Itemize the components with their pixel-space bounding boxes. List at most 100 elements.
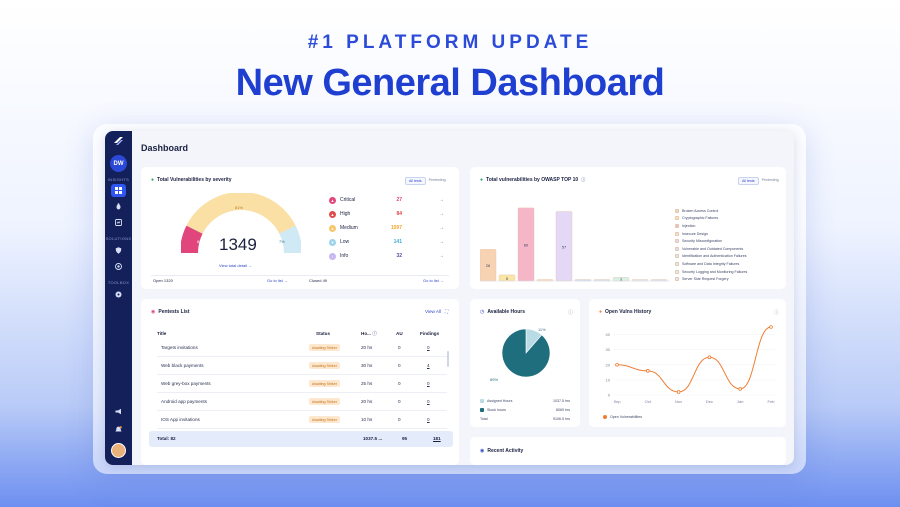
sort-icon[interactable]: ⓘ	[372, 331, 377, 336]
toggle-pentesting[interactable]: Pentesting	[428, 178, 446, 182]
sidebar-section-insights: INSIGHTS	[107, 177, 130, 182]
owasp-bar-label: 60	[524, 242, 529, 247]
cell-findings[interactable]: 0	[427, 417, 430, 422]
table-row[interactable]: Web black payments Awaiting Striker 30 hs 0…	[157, 357, 447, 375]
owasp-legend-item[interactable]: Server Side Request Forgery	[675, 275, 747, 283]
arrow-right-icon: →	[439, 197, 444, 203]
table-row[interactable]: IOS App invitations Awaiting Striker 10 hs…	[157, 411, 447, 429]
scrollbar[interactable]	[447, 351, 449, 367]
vulns-history-title-text: Open Vulns History	[605, 309, 652, 315]
owasp-legend-item[interactable]: Injection	[675, 222, 747, 230]
page-title: Dashboard	[141, 143, 189, 153]
owasp-legend-item[interactable]: Cryptographic Failures	[675, 215, 747, 223]
sidebar-item-dashboard[interactable]	[111, 184, 126, 197]
severity-value: 1097	[390, 225, 402, 231]
pie-slice[interactable]	[501, 328, 551, 378]
sidebar-item-announcements[interactable]	[111, 405, 126, 418]
low-icon: ▼	[329, 238, 336, 246]
cell-findings[interactable]: 4	[427, 363, 430, 368]
owasp-bar-chart: 26 5 60 57 3	[480, 207, 670, 282]
closed-go-to-list-link[interactable]: Go to list →	[423, 278, 444, 283]
toggle-pentesting[interactable]: Pentesting	[761, 178, 779, 182]
view-all-label[interactable]: View All	[425, 309, 442, 314]
cell-findings[interactable]: 0	[427, 381, 430, 386]
severity-row-critical[interactable]: ▲ Critical 27 →	[329, 195, 444, 205]
toggle-all-tests[interactable]: All tests	[405, 177, 426, 185]
info-icon: i	[329, 252, 336, 260]
severity-card: ● Total Vulnerabilities by severity All …	[141, 167, 459, 289]
severity-row-low[interactable]: ▼ Low 141 →	[329, 237, 444, 247]
open-go-to-list-link[interactable]: Go to list →	[267, 278, 288, 283]
owasp-legend-item[interactable]: Insecure Design	[675, 230, 747, 238]
severity-name: Low	[340, 239, 350, 245]
table-row[interactable]: Web grey-box payments Awaiting Striker 25 …	[157, 375, 447, 393]
total-label: Total: 82	[157, 436, 176, 441]
bell-icon	[115, 426, 122, 432]
swatch	[675, 239, 679, 244]
data-point[interactable]	[676, 390, 681, 394]
view-all-link[interactable]: View All ⛶	[425, 309, 448, 314]
data-point[interactable]	[769, 325, 773, 329]
owasp-legend-item[interactable]: Vulnerable and Outdated Components	[675, 245, 747, 253]
info-icon[interactable]: ⓘ	[774, 310, 780, 316]
hero-kicker: #1 PLATFORM UPDATE	[307, 32, 593, 53]
cell-findings[interactable]: 0	[427, 345, 430, 350]
cell-findings[interactable]: 0	[427, 399, 430, 404]
recent-activity-card: ◉ Recent Activity	[470, 437, 786, 465]
data-point[interactable]	[738, 387, 743, 391]
data-point[interactable]	[615, 362, 619, 367]
legend-label: Security Misconfiguration	[682, 239, 723, 244]
legend-label: Software and Data Integrity Failures	[682, 261, 740, 266]
cell-au: 0	[398, 363, 401, 368]
series-line	[616, 326, 772, 393]
sidebar-item-security[interactable]	[111, 244, 126, 257]
pentests-title-text: Pentests List	[158, 309, 190, 315]
info-icon[interactable]: ⓘ	[581, 177, 586, 182]
sidebar-item-tools[interactable]	[111, 288, 126, 301]
legend-label: Identification and Authentication Failur…	[682, 254, 747, 259]
table-row[interactable]: Targets invitations Awaiting Striker 20 hs…	[157, 339, 447, 357]
col-title: Title	[157, 331, 167, 336]
expand-icon[interactable]: ⛶	[445, 309, 449, 314]
cell-hours: 10 hs	[361, 417, 373, 422]
severity-row-medium[interactable]: ● Medium 1097 →	[329, 223, 444, 233]
data-point[interactable]	[645, 369, 650, 373]
cell-status: Awaiting Striker	[309, 344, 340, 351]
severity-row-info[interactable]: i Info 32 →	[329, 251, 444, 261]
severity-gauge: 8% 81% 7%	[181, 193, 301, 254]
legend-label: Security Logging and Monitoring Failures	[682, 269, 748, 274]
sidebar-section-toolbox: TOOLBOX	[107, 280, 130, 285]
owasp-legend-item[interactable]: Security Logging and Monitoring Failures	[675, 268, 747, 276]
sidebar-item-targets[interactable]	[111, 260, 126, 273]
x-tick-label: Oct	[645, 399, 652, 404]
owasp-legend-item[interactable]: Identification and Authentication Failur…	[675, 253, 747, 261]
profile-avatar[interactable]	[111, 443, 126, 458]
owasp-legend-item[interactable]: Broken Access Control	[675, 207, 747, 215]
total-findings[interactable]: 181	[433, 436, 441, 441]
info-icon[interactable]: ⓘ	[568, 310, 574, 316]
owasp-legend-item[interactable]: Software and Data Integrity Failures	[675, 260, 747, 268]
cell-status: Awaiting Striker	[309, 380, 340, 387]
x-tick-label: Sep	[613, 399, 621, 404]
swatch	[675, 208, 679, 213]
severity-total: 1349	[219, 235, 257, 254]
table-row[interactable]: Android app payments Awaiting Striker 20 h…	[157, 393, 447, 411]
user-avatar[interactable]: DW	[110, 155, 127, 172]
sidebar-item-reports[interactable]	[111, 216, 126, 229]
col-hours[interactable]: Ho... ⓘ	[361, 331, 377, 337]
sidebar-item-vulnerabilities[interactable]	[111, 200, 126, 213]
col-hours-label[interactable]: Ho...	[361, 331, 371, 336]
sidebar-item-notifications[interactable]	[111, 423, 126, 436]
owasp-legend-item[interactable]: Security Misconfiguration	[675, 237, 747, 245]
severity-toggle[interactable]: All tests Pentesting	[405, 177, 449, 185]
data-point[interactable]	[707, 355, 712, 360]
view-total-detail-link[interactable]: View total detail →	[219, 263, 253, 268]
cell-status: Awaiting Striker	[309, 398, 340, 405]
owasp-toggle[interactable]: All tests Pentesting	[738, 177, 782, 185]
toggle-all-tests[interactable]: All tests	[738, 177, 759, 185]
y-tick-label: 10	[606, 377, 611, 382]
cell-title: IOS App invitations	[161, 417, 200, 422]
megaphone-icon	[115, 408, 121, 415]
shield-icon	[115, 247, 122, 254]
severity-row-high[interactable]: ▲ High 84 →	[329, 209, 444, 219]
